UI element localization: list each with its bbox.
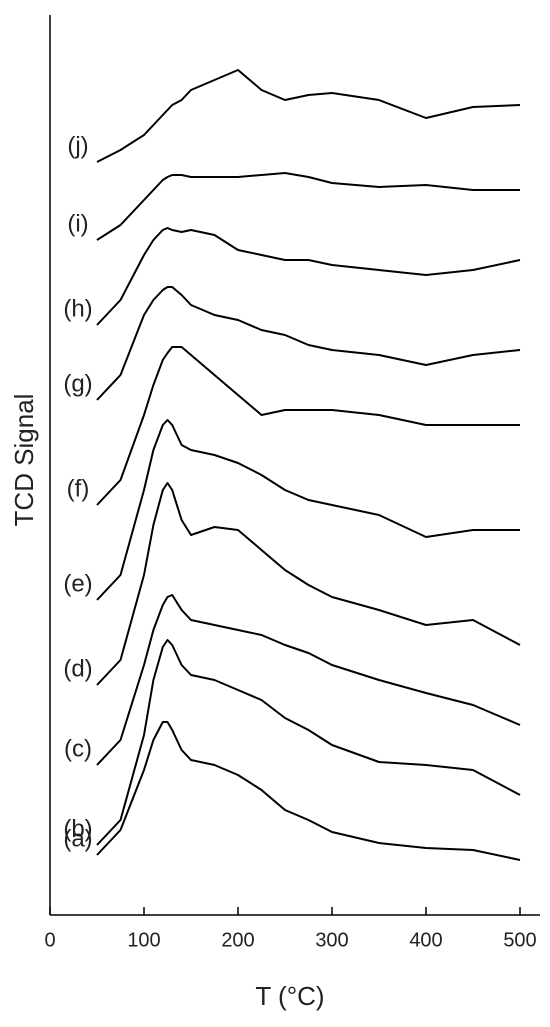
x-tick-label: 200 — [221, 929, 254, 951]
line — [96, 172, 520, 241]
series-label: (b) — [63, 815, 92, 842]
line — [96, 346, 520, 506]
series-label: (i) — [67, 210, 88, 237]
x-tick-label: 400 — [409, 929, 442, 951]
series-label: (g) — [63, 370, 92, 397]
line — [96, 721, 521, 861]
x-axis-label: T (°C) — [255, 981, 324, 1011]
series-label: (a) — [63, 825, 92, 852]
series-label: (e) — [63, 570, 92, 597]
series-label: (d) — [63, 655, 92, 682]
x-tick-label: 300 — [315, 929, 348, 951]
x-tick-label: 100 — [127, 929, 160, 951]
series-label: (c) — [64, 735, 92, 762]
line — [96, 482, 521, 686]
line — [96, 69, 521, 163]
line — [96, 286, 521, 401]
series-label: (j) — [67, 132, 88, 159]
line — [96, 639, 521, 846]
line — [96, 594, 521, 766]
x-tick-label: 0 — [44, 929, 55, 951]
y-axis-label: TCD Signal — [9, 394, 39, 527]
x-tick-label: 500 — [503, 929, 536, 951]
series-label: (h) — [63, 295, 92, 322]
series-label: (f) — [67, 475, 90, 502]
line — [96, 227, 521, 326]
line — [96, 419, 520, 601]
